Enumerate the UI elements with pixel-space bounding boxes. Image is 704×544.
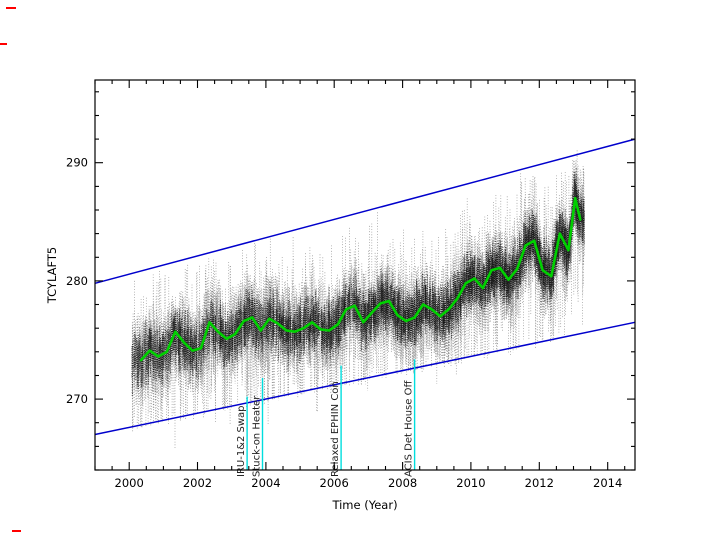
- trend-line-layer: [139, 196, 582, 362]
- x-tick-label: 2008: [388, 476, 417, 490]
- x-tick-label: 2006: [320, 476, 349, 490]
- x-tick-label: 2002: [183, 476, 212, 490]
- envelope-lines-layer: [94, 138, 636, 436]
- y-tick-label: 270: [66, 392, 88, 406]
- red-capture-artifact: [12, 530, 21, 532]
- red-capture-artifact: [0, 43, 7, 45]
- x-tick-label: 2014: [593, 476, 622, 490]
- event-label: ACIS Det House Off: [404, 380, 415, 477]
- plot-frame: [94, 79, 636, 471]
- x-tick-label: 2004: [251, 476, 280, 490]
- trend-line: [139, 196, 582, 362]
- y-axis-title: TCYLAFT5: [45, 247, 59, 305]
- event-label: Stuck-on Heater: [252, 395, 263, 477]
- annotations-layer: IRU-1&2 Swap Stuck-on Heater Relaxed EPHIN…: [236, 359, 416, 477]
- scatter-layer: [131, 150, 585, 450]
- axes-layer: 2000 2002 2004 2006 2008 2010 2012 2014 270 280 29…: [66, 79, 636, 490]
- y-tick-label: 290: [66, 156, 88, 170]
- y-tick-label: 280: [66, 274, 88, 288]
- x-axis-title: Time (Year): [331, 498, 397, 512]
- x-tick-label: 2012: [525, 476, 554, 490]
- event-label: Relaxed EPHIN Con: [330, 381, 341, 477]
- red-capture-artifact: [6, 7, 16, 9]
- scatter-points: [131, 150, 585, 450]
- event-label: IRU-1&2 Swap: [236, 405, 247, 477]
- upper-envelope-line: [94, 138, 636, 285]
- lower-envelope-line: [94, 321, 636, 436]
- x-tick-label: 2000: [115, 476, 144, 490]
- x-tick-label: 2010: [456, 476, 485, 490]
